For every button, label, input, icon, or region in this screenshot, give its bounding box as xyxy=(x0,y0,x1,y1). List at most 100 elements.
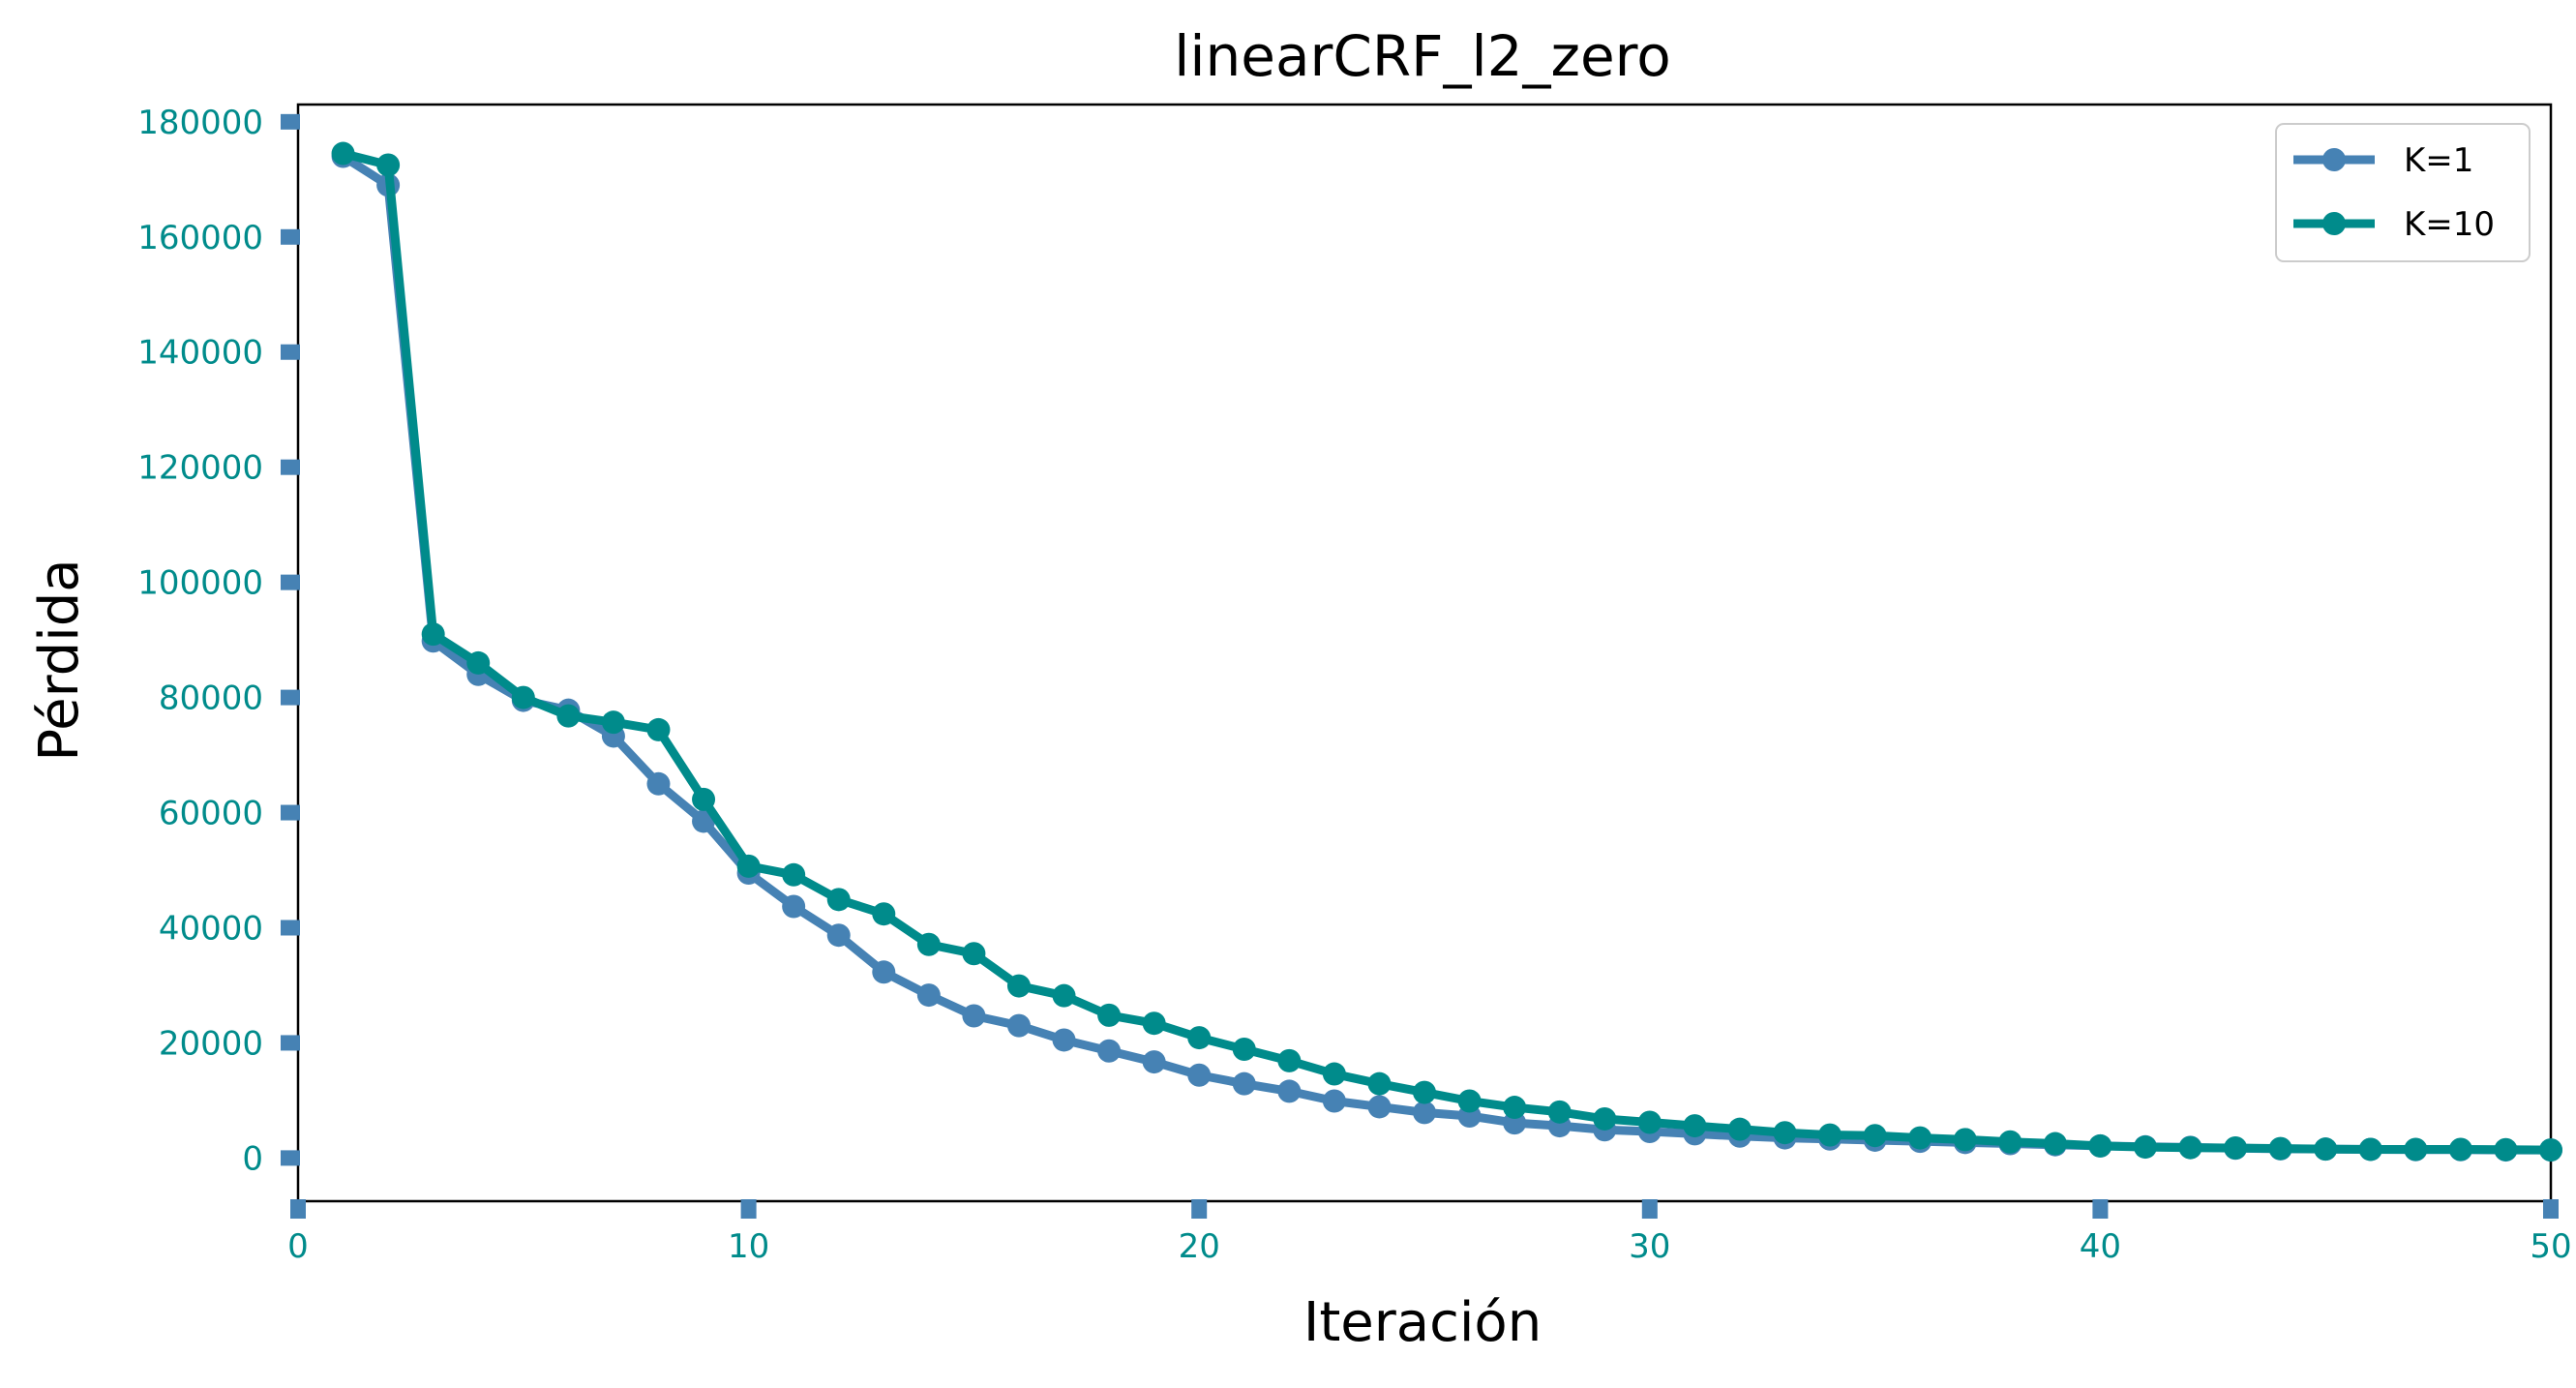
data-point xyxy=(1097,1039,1122,1063)
data-point xyxy=(1683,1114,1707,1138)
data-point xyxy=(1503,1096,1527,1120)
legend-marker xyxy=(2322,148,2346,171)
data-point xyxy=(376,153,401,177)
plot-area: 0 10 20 30 40 50 0 20000 40000 60000 80000 100000 12… xyxy=(137,103,2572,1266)
legend-entry-label: K=10 xyxy=(2404,205,2495,244)
data-point xyxy=(2314,1137,2338,1162)
chart-title: linearCRF_l2_zero xyxy=(1174,23,1670,89)
data-point xyxy=(1593,1106,1617,1131)
data-point xyxy=(2224,1135,2248,1160)
data-point xyxy=(1097,1003,1122,1027)
y-tick-mark xyxy=(281,574,300,590)
y-tick-mark xyxy=(281,344,300,360)
data-point xyxy=(1908,1126,1932,1150)
data-point xyxy=(872,960,896,984)
data-point xyxy=(1052,1028,1076,1052)
y-tick-label: 80000 xyxy=(159,679,263,718)
x-tick-mark xyxy=(290,1199,306,1219)
legend-marker xyxy=(2322,212,2346,235)
series-1 xyxy=(331,144,2562,1162)
data-point xyxy=(1818,1123,1842,1147)
series-2 xyxy=(331,141,2562,1162)
data-point xyxy=(962,1004,986,1028)
legend-entry-label: K=1 xyxy=(2404,141,2473,180)
data-point xyxy=(1322,1089,1346,1113)
y-tick-label: 100000 xyxy=(137,564,263,603)
data-point xyxy=(782,894,806,919)
data-point xyxy=(2088,1133,2112,1158)
data-point xyxy=(916,932,941,956)
data-point xyxy=(1232,1037,1256,1061)
data-point xyxy=(2539,1138,2562,1162)
x-tick-mark xyxy=(2092,1199,2109,1219)
data-point xyxy=(736,854,761,878)
data-point xyxy=(1413,1080,1436,1104)
data-point xyxy=(1413,1101,1436,1125)
data-point xyxy=(1863,1124,1887,1148)
data-point xyxy=(872,902,896,926)
data-point xyxy=(511,685,535,709)
data-point xyxy=(2358,1137,2382,1162)
data-point xyxy=(826,923,851,948)
data-point xyxy=(1006,1013,1031,1038)
data-point xyxy=(1142,1050,1166,1074)
x-tick-label: 40 xyxy=(2080,1227,2121,1266)
data-point xyxy=(1953,1128,1977,1152)
data-point xyxy=(1142,1011,1166,1036)
data-point xyxy=(646,717,671,741)
data-point xyxy=(1277,1079,1302,1103)
data-point xyxy=(2178,1135,2202,1160)
data-point xyxy=(1998,1130,2022,1154)
y-tick-label: 20000 xyxy=(159,1024,263,1063)
x-tick-label: 10 xyxy=(728,1227,769,1266)
data-point xyxy=(1773,1121,1797,1145)
data-point xyxy=(1367,1095,1392,1119)
x-tick-mark xyxy=(1641,1199,1658,1219)
data-point xyxy=(692,787,716,811)
x-tick-mark xyxy=(740,1199,757,1219)
data-point xyxy=(421,622,445,647)
data-point xyxy=(1457,1089,1482,1113)
data-point xyxy=(1187,1026,1212,1050)
y-tick-mark xyxy=(281,459,300,475)
y-tick-label: 40000 xyxy=(159,909,263,948)
series-line xyxy=(339,149,2556,1155)
data-point xyxy=(646,771,671,796)
data-point xyxy=(2268,1136,2292,1161)
data-point xyxy=(2448,1137,2472,1162)
axes-frame xyxy=(296,103,2553,1203)
data-point xyxy=(2043,1132,2067,1156)
series-line xyxy=(339,152,2556,1155)
data-point xyxy=(1367,1071,1392,1096)
data-point xyxy=(2404,1137,2428,1162)
data-point xyxy=(1052,983,1076,1008)
data-point xyxy=(962,942,986,966)
data-point xyxy=(1637,1110,1662,1134)
data-point xyxy=(1547,1100,1572,1124)
data-point xyxy=(1006,974,1031,998)
x-axis-label: Iteración xyxy=(1303,1291,1542,1354)
data-point xyxy=(782,862,806,887)
data-point xyxy=(601,710,625,735)
x-tick-label: 50 xyxy=(2530,1227,2571,1266)
data-point xyxy=(331,141,355,166)
y-tick-mark xyxy=(281,1150,300,1166)
y-tick-label: 140000 xyxy=(137,334,263,373)
y-tick-mark xyxy=(281,920,300,936)
y-tick-mark xyxy=(281,804,300,821)
data-point xyxy=(1232,1071,1256,1096)
y-tick-mark xyxy=(281,1035,300,1051)
y-tick-label: 160000 xyxy=(137,219,263,257)
y-tick-mark xyxy=(281,689,300,706)
data-point xyxy=(1322,1062,1346,1086)
data-point xyxy=(1277,1048,1302,1072)
x-tick-label: 30 xyxy=(1629,1227,1670,1266)
x-tick-label: 0 xyxy=(287,1227,309,1266)
y-tick-mark xyxy=(281,228,300,245)
x-tick-mark xyxy=(1191,1199,1208,1219)
y-tick-label: 180000 xyxy=(137,104,263,142)
y-tick-label: 0 xyxy=(242,1139,263,1178)
y-tick-label: 60000 xyxy=(159,795,263,833)
